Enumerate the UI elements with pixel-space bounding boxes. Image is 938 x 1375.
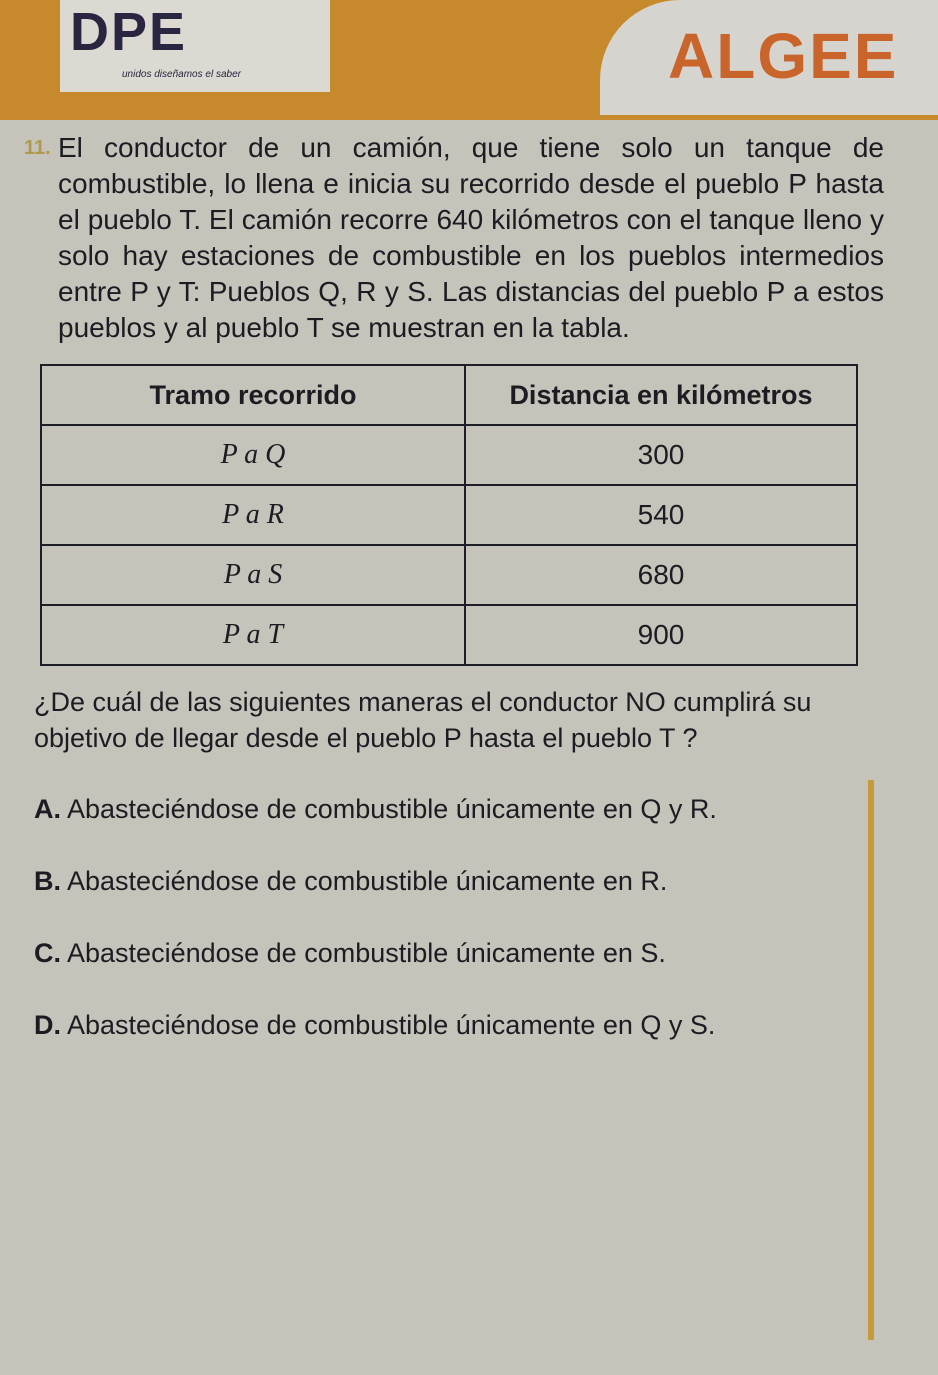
option-c: C. Abasteciéndose de combustible únicame… [34,934,884,972]
table-cell: P a T [40,604,466,666]
distance-table: Tramo recorrido Distancia en kilómetros … [40,364,858,666]
option-text: Abasteciéndose de combustible únicamente… [67,866,668,896]
option-d: D. Abasteciéndose de combustible únicame… [34,1006,884,1044]
option-b: B. Abasteciéndose de combustible únicame… [34,862,884,900]
logo-text: DPE [70,2,188,62]
table-row: P a R 540 [40,484,858,546]
problem-intro: El conductor de un camión, que tiene sol… [58,132,884,343]
brand-title: ALGEE [668,20,899,92]
table-row: P a T 900 [40,604,858,666]
option-a: A. Abasteciéndose de combustible únicame… [34,790,884,828]
publisher-logo: DPE unidos diseñamos el saber [60,0,330,92]
table-row: P a Q 300 [40,424,858,486]
option-text: Abasteciéndose de combustible únicamente… [67,938,666,968]
page-header: DPE unidos diseñamos el saber ALGEE [0,0,938,120]
table-cell: 540 [464,484,858,546]
option-letter: C. [34,938,61,968]
question-text: ¿De cuál de las siguientes maneras el co… [34,687,812,753]
problem-statement: 11. El conductor de un camión, que tiene… [24,130,884,346]
column-header: Tramo recorrido [40,364,466,426]
option-letter: D. [34,1010,61,1040]
brand-panel [600,0,938,115]
problem-number: 11. [24,137,51,159]
table-cell: 680 [464,544,858,606]
page-content: 11. El conductor de un camión, que tiene… [0,120,938,1044]
table-cell: P a Q [40,424,466,486]
table-cell: 300 [464,424,858,486]
table-cell: 900 [464,604,858,666]
table-cell: P a S [40,544,466,606]
logo-tagline: unidos diseñamos el saber [122,69,241,80]
margin-bar [868,780,874,1340]
option-text: Abasteciéndose de combustible únicamente… [67,1010,716,1040]
table-cell: P a R [40,484,466,546]
column-header: Distancia en kilómetros [464,364,858,426]
table-header-row: Tramo recorrido Distancia en kilómetros [40,364,858,426]
option-letter: B. [34,866,61,896]
table-row: P a S 680 [40,544,858,606]
option-text: Abasteciéndose de combustible únicamente… [67,794,717,824]
option-letter: A. [34,794,61,824]
